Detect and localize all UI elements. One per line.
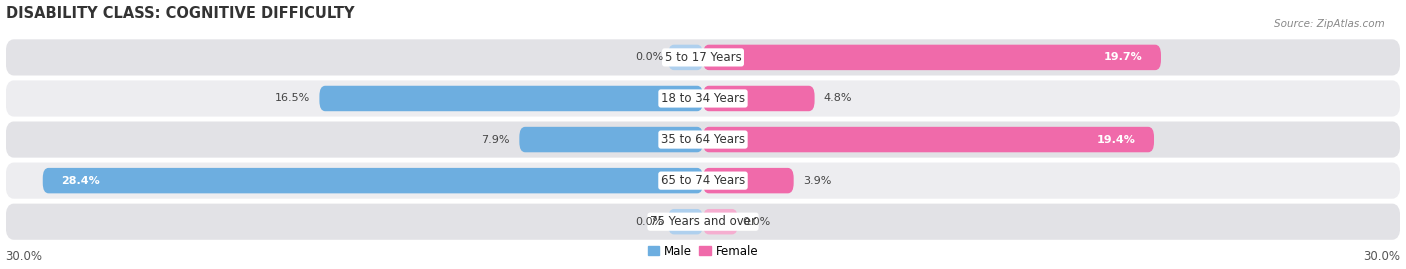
FancyBboxPatch shape [6, 162, 1400, 199]
FancyBboxPatch shape [703, 209, 738, 234]
FancyBboxPatch shape [6, 39, 1400, 76]
FancyBboxPatch shape [319, 86, 703, 111]
Text: 0.0%: 0.0% [742, 217, 770, 227]
Text: 30.0%: 30.0% [6, 250, 42, 263]
Text: 0.0%: 0.0% [636, 52, 664, 62]
Legend: Male, Female: Male, Female [643, 240, 763, 262]
FancyBboxPatch shape [703, 86, 814, 111]
FancyBboxPatch shape [519, 127, 703, 152]
Text: 7.9%: 7.9% [481, 134, 510, 144]
FancyBboxPatch shape [6, 204, 1400, 240]
Text: 16.5%: 16.5% [274, 94, 311, 104]
Text: Source: ZipAtlas.com: Source: ZipAtlas.com [1274, 19, 1385, 29]
FancyBboxPatch shape [668, 45, 703, 70]
Text: 35 to 64 Years: 35 to 64 Years [661, 133, 745, 146]
FancyBboxPatch shape [703, 127, 1154, 152]
Text: 19.4%: 19.4% [1097, 134, 1136, 144]
Text: 3.9%: 3.9% [803, 176, 831, 186]
Text: 28.4%: 28.4% [62, 176, 100, 186]
FancyBboxPatch shape [703, 168, 793, 193]
Text: 0.0%: 0.0% [636, 217, 664, 227]
Text: 5 to 17 Years: 5 to 17 Years [665, 51, 741, 64]
Text: 4.8%: 4.8% [824, 94, 852, 104]
Text: DISABILITY CLASS: COGNITIVE DIFFICULTY: DISABILITY CLASS: COGNITIVE DIFFICULTY [6, 6, 354, 20]
Text: 30.0%: 30.0% [1364, 250, 1400, 263]
FancyBboxPatch shape [42, 168, 703, 193]
Text: 65 to 74 Years: 65 to 74 Years [661, 174, 745, 187]
Text: 75 Years and over: 75 Years and over [650, 215, 756, 228]
FancyBboxPatch shape [6, 80, 1400, 116]
FancyBboxPatch shape [668, 209, 703, 234]
FancyBboxPatch shape [703, 45, 1161, 70]
FancyBboxPatch shape [6, 122, 1400, 158]
Text: 19.7%: 19.7% [1104, 52, 1143, 62]
Text: 18 to 34 Years: 18 to 34 Years [661, 92, 745, 105]
